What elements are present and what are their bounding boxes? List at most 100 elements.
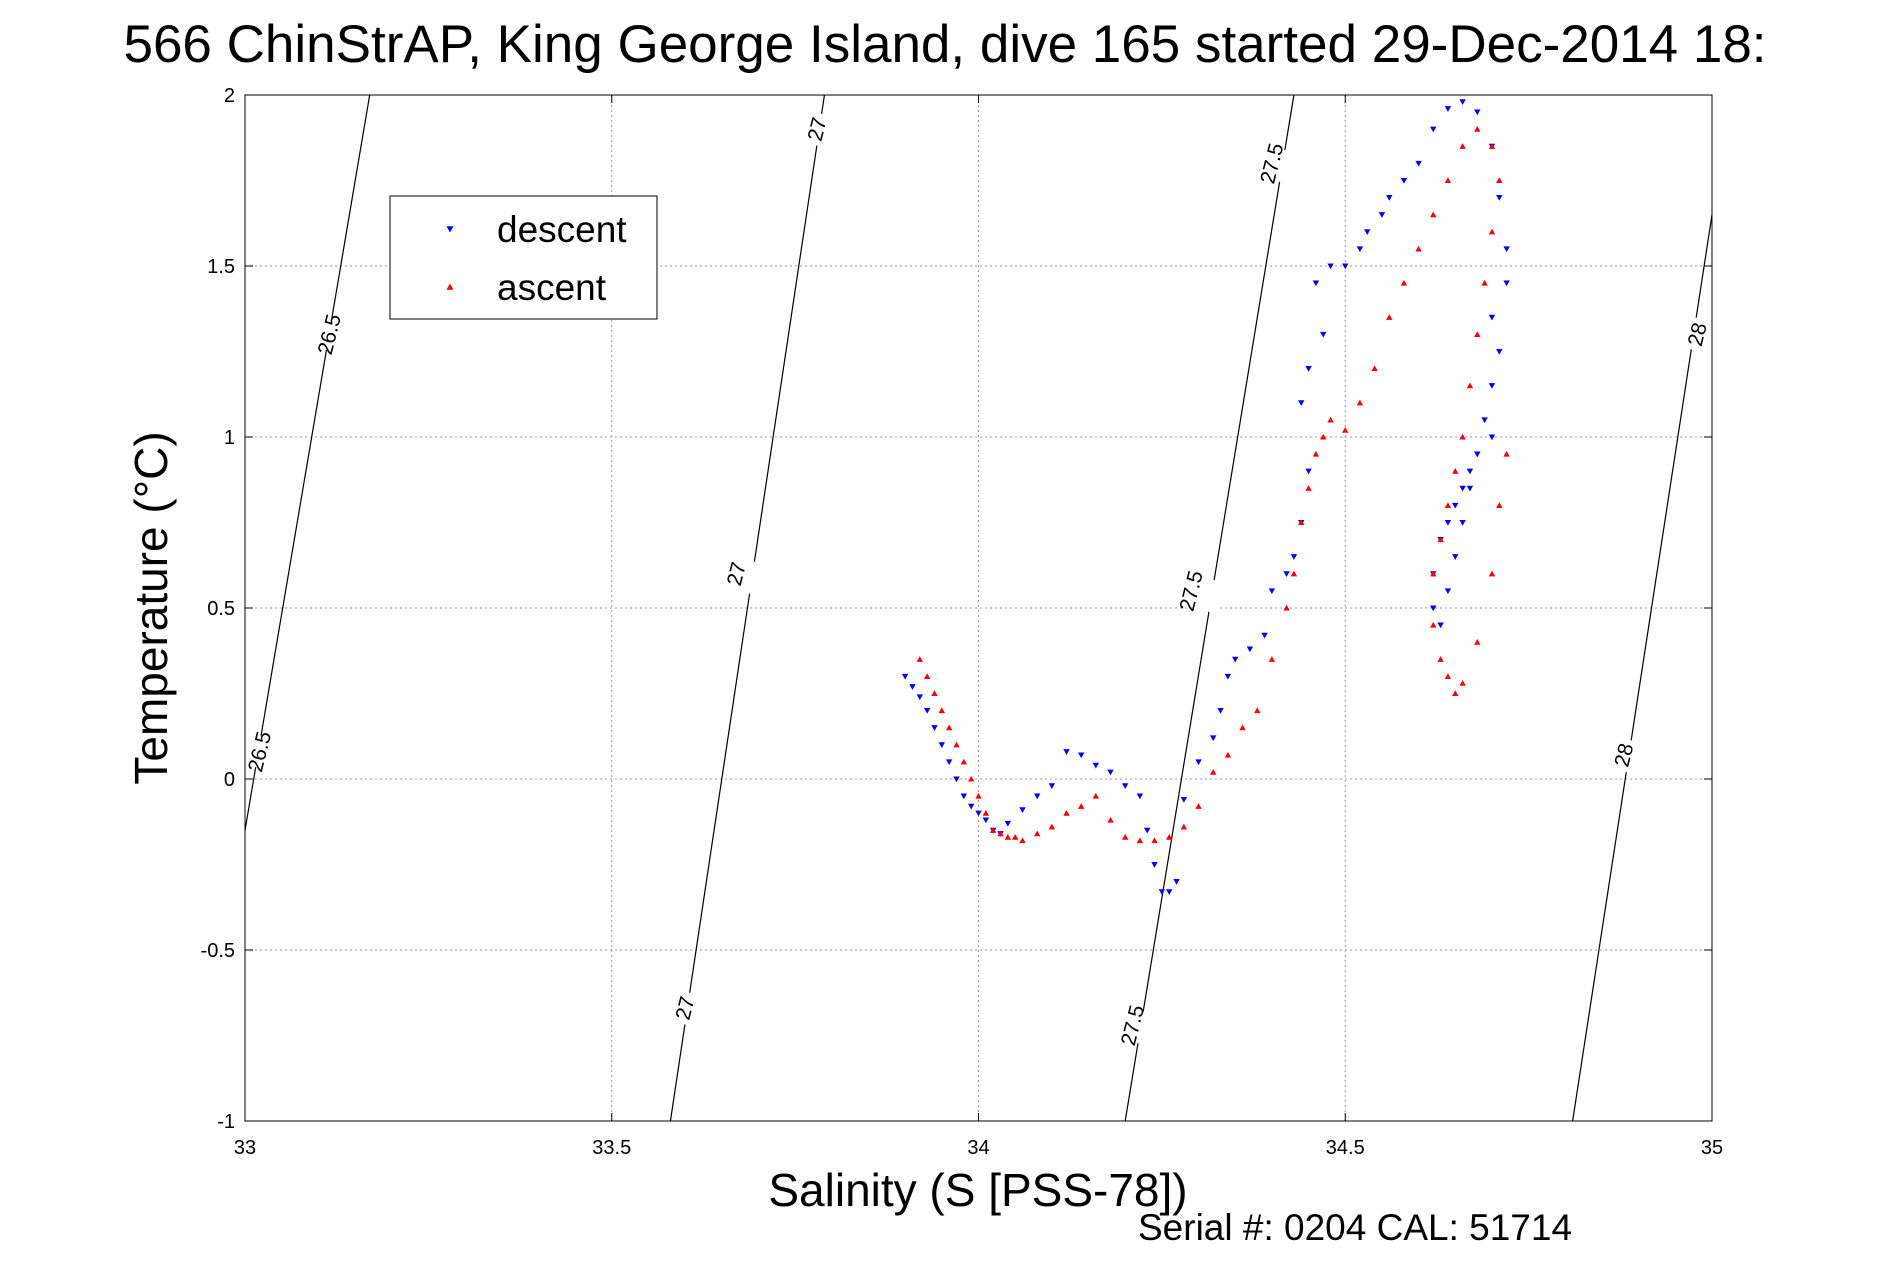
descent-point [1158, 889, 1166, 896]
descent-point [1166, 889, 1173, 896]
descent-point [1048, 783, 1056, 790]
descent-point [1107, 769, 1114, 776]
ascent-point [1063, 810, 1070, 816]
ascent-point [1180, 823, 1188, 830]
contour-label: 28 [1684, 320, 1712, 348]
descent-point [1459, 485, 1466, 492]
legend-ascent-label: ascent [497, 267, 607, 308]
descent-point [1364, 229, 1371, 235]
x-axis-label: Salinity (S [PSS-78]) [768, 1164, 1187, 1216]
ascent-point [1452, 468, 1459, 474]
descent-point [1488, 314, 1496, 321]
ascent-point [1496, 502, 1503, 508]
ascent-point [967, 775, 975, 782]
ascent-point [1459, 433, 1466, 440]
y-tick-label: 1.5 [207, 256, 235, 278]
ascent-point [1496, 177, 1503, 184]
legend-markers [446, 226, 454, 290]
descent-point [1063, 749, 1070, 755]
ascent-point [960, 758, 968, 765]
ascent-point [1011, 833, 1019, 840]
isopycnal-line [1572, 214, 1713, 1122]
descent-point [909, 684, 916, 690]
ascent-point [1283, 604, 1290, 611]
descent-point [1246, 646, 1254, 653]
descent-point [1496, 195, 1503, 201]
descent-point [960, 793, 968, 800]
contour-label: 27 [672, 994, 700, 1022]
descent-point [1481, 417, 1488, 424]
descent-point [901, 673, 909, 680]
descent-point [1320, 331, 1327, 338]
descent-point [1144, 827, 1151, 834]
descent-point [1400, 177, 1408, 184]
descent-point [945, 759, 953, 766]
descent-point [1092, 762, 1100, 769]
ascent-point [1371, 365, 1378, 372]
serial-cal-footer: Serial #: 0204 CAL: 51714 [1138, 1207, 1572, 1248]
descent-point [1386, 195, 1393, 201]
descent-point [1452, 554, 1459, 560]
descent-point [1305, 468, 1312, 475]
legend-descent-label: descent [497, 209, 627, 250]
ascent-point [1488, 570, 1496, 577]
ascent-point [1342, 426, 1349, 433]
ascent-point [1136, 837, 1144, 844]
descent-point [1268, 588, 1276, 595]
descent-point [1430, 126, 1437, 133]
contour-label-mask [1591, 732, 1657, 778]
ascent-point [1210, 768, 1217, 775]
x-tick-label: 33 [234, 1137, 256, 1159]
descent-point [1261, 632, 1268, 639]
y-tick-label: 2 [224, 85, 235, 107]
descent-point [1210, 735, 1217, 742]
contour-label: 27 [804, 115, 832, 143]
ascent-point [1254, 707, 1261, 714]
ascent-point [1312, 450, 1320, 457]
ascent-point [1122, 833, 1129, 840]
ascent-point [1107, 816, 1114, 823]
ascent-point [1151, 837, 1158, 844]
descent-point [1474, 109, 1481, 116]
ascent-point [1415, 245, 1422, 252]
descent-point [1466, 468, 1474, 475]
ascent-point [982, 810, 990, 816]
ascent-point [1048, 823, 1056, 830]
descent-point [1077, 752, 1085, 759]
descent-point [1312, 280, 1320, 287]
descent-point [938, 742, 946, 748]
ascent-point [1444, 502, 1452, 508]
axis-ticks: 33 33.5 34 34.5 35 -1 -0.5 0 0.5 1 1.5 2 [201, 85, 1724, 1159]
descent-point [1488, 383, 1496, 389]
descent-point [1019, 807, 1026, 813]
descent-point [1474, 451, 1481, 458]
contour-label-mask [784, 106, 851, 152]
descent-point [1136, 793, 1144, 800]
ascent-point [1195, 803, 1202, 809]
ascent-point [1474, 331, 1481, 337]
descent-point [1224, 673, 1232, 680]
descent-point [1232, 656, 1239, 663]
descent-point [1305, 366, 1312, 372]
y-tick-label: 1 [224, 427, 235, 449]
ascent-point [916, 656, 924, 662]
ascent-point [1290, 570, 1298, 577]
ascent-point [1305, 485, 1312, 491]
ascent-point [1033, 830, 1041, 837]
contour-label: 27 [723, 560, 751, 588]
descent-point [1430, 605, 1437, 612]
descent-point [1503, 280, 1510, 287]
descent-point [1488, 434, 1496, 441]
descent-point [1004, 820, 1012, 827]
ascent-point [1386, 314, 1393, 320]
ascent-point [1459, 680, 1466, 686]
ascent-point [923, 673, 931, 679]
ascent-point [1400, 279, 1408, 286]
contour-label-mask [296, 311, 363, 358]
ascent-point [1481, 279, 1488, 286]
descent-point [1195, 759, 1202, 766]
ascent-point [1019, 837, 1026, 844]
x-tick-label: 33.5 [592, 1137, 631, 1159]
isopycnal-line [669, 94, 826, 1122]
